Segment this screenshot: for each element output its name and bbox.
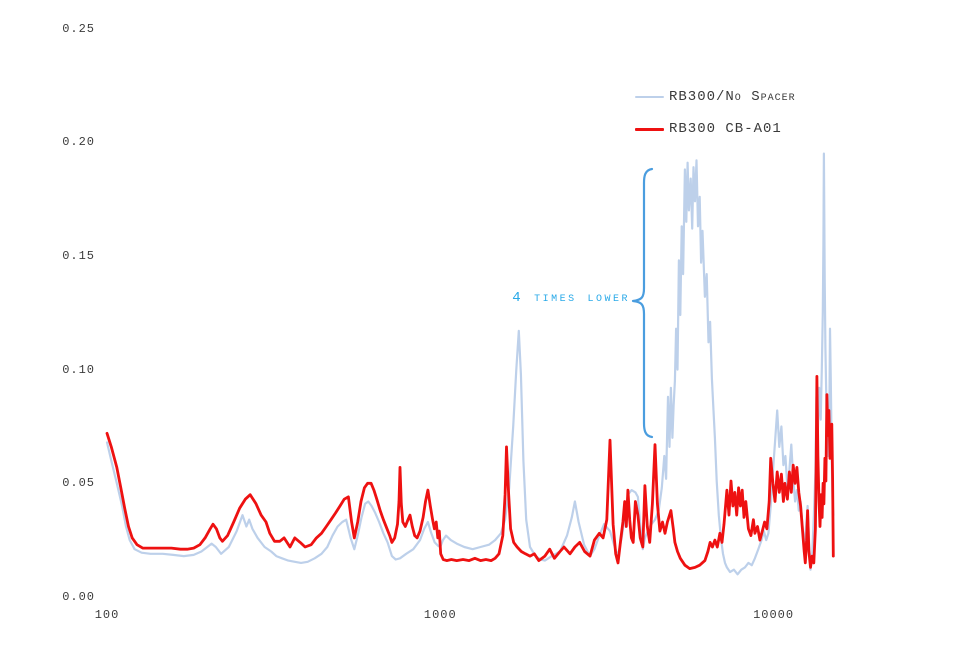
legend-entry-no-spacer: RB300/No Spacer bbox=[635, 88, 796, 106]
legend-entry-cb-a01: RB300 CB-A01 bbox=[635, 120, 782, 138]
y-tick-label: 0.25 bbox=[62, 21, 95, 36]
series-line-1 bbox=[105, 374, 835, 570]
legend-label-no-spacer: RB300/No Spacer bbox=[669, 89, 796, 105]
legend-line-swatch-blue bbox=[635, 96, 664, 98]
x-tick-label: 1000 bbox=[423, 608, 457, 622]
y-tick-label: 0.15 bbox=[62, 248, 95, 263]
x-tick-label: 10000 bbox=[753, 608, 795, 622]
legend-line-swatch-red bbox=[635, 127, 664, 131]
y-tick-label: 0.10 bbox=[62, 362, 95, 377]
annotation-text: 4 times lower bbox=[512, 290, 630, 306]
y-tick-label: 0.20 bbox=[62, 135, 95, 150]
legend-label-cb-a01: RB300 CB-A01 bbox=[669, 121, 782, 137]
x-tick-label: 100 bbox=[94, 608, 120, 622]
y-tick-label: 0.05 bbox=[62, 476, 95, 491]
brace-annotation bbox=[631, 167, 654, 439]
y-tick-label: 0.00 bbox=[62, 590, 95, 604]
